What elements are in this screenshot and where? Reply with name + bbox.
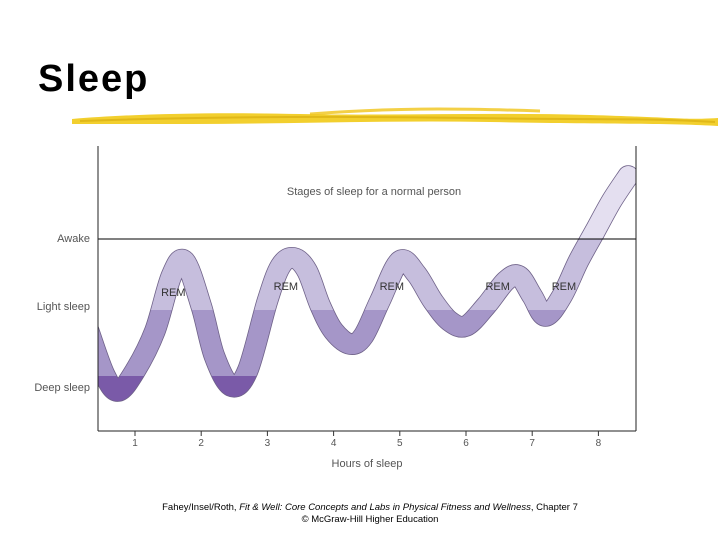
rem-label-2: REM [274,281,298,293]
x-tick-label-8: 8 [596,438,602,449]
y-level-label-0: Awake [57,233,90,245]
rem-label-3: REM [380,281,404,293]
chart-title: Stages of sleep for a normal person [287,186,461,198]
y-level-label-2: Deep sleep [34,382,90,394]
plot-frame [97,146,637,432]
rem-labels: REM REM REM REM REM [161,281,576,299]
x-tick-label-2: 2 [198,438,204,449]
y-level-labels: Awake Light sleep Deep sleep [34,233,90,394]
hypnogram-band-1 [150,239,604,310]
x-tick-label-7: 7 [529,438,535,449]
source-citation: Fahey/Insel/Roth, Fit & Well: Core Conce… [120,502,620,526]
x-tick-label-1: 1 [132,438,138,449]
rem-label-5: REM [552,281,576,293]
y-level-label-1: Light sleep [37,301,90,313]
x-tick-label-5: 5 [397,438,403,449]
citation-book: Fit & Well: Core Concepts and Labs in Ph… [239,502,531,513]
slide-title: Sleep [38,58,150,100]
hypnogram-band-0 [578,165,636,239]
x-tick-label-3: 3 [265,438,271,449]
hypnogram-layer [98,165,636,402]
rem-label-4: REM [485,281,509,293]
x-tick-label-4: 4 [331,438,337,449]
x-axis: 1 2 3 4 5 6 7 8 [132,431,602,449]
citation-chapter: , Chapter 7 [530,502,578,513]
citation-copyright: © McGraw-Hill Higher Education [301,514,439,525]
x-axis-label: Hours of sleep [332,458,403,470]
hypnogram-band-3 [98,376,258,402]
hypnogram-band-2 [98,310,567,376]
rem-label-1: REM [161,287,185,299]
title-underline-decoration [72,107,718,126]
citation-authors: Fahey/Insel/Roth, [162,502,237,513]
x-tick-label-6: 6 [463,438,469,449]
